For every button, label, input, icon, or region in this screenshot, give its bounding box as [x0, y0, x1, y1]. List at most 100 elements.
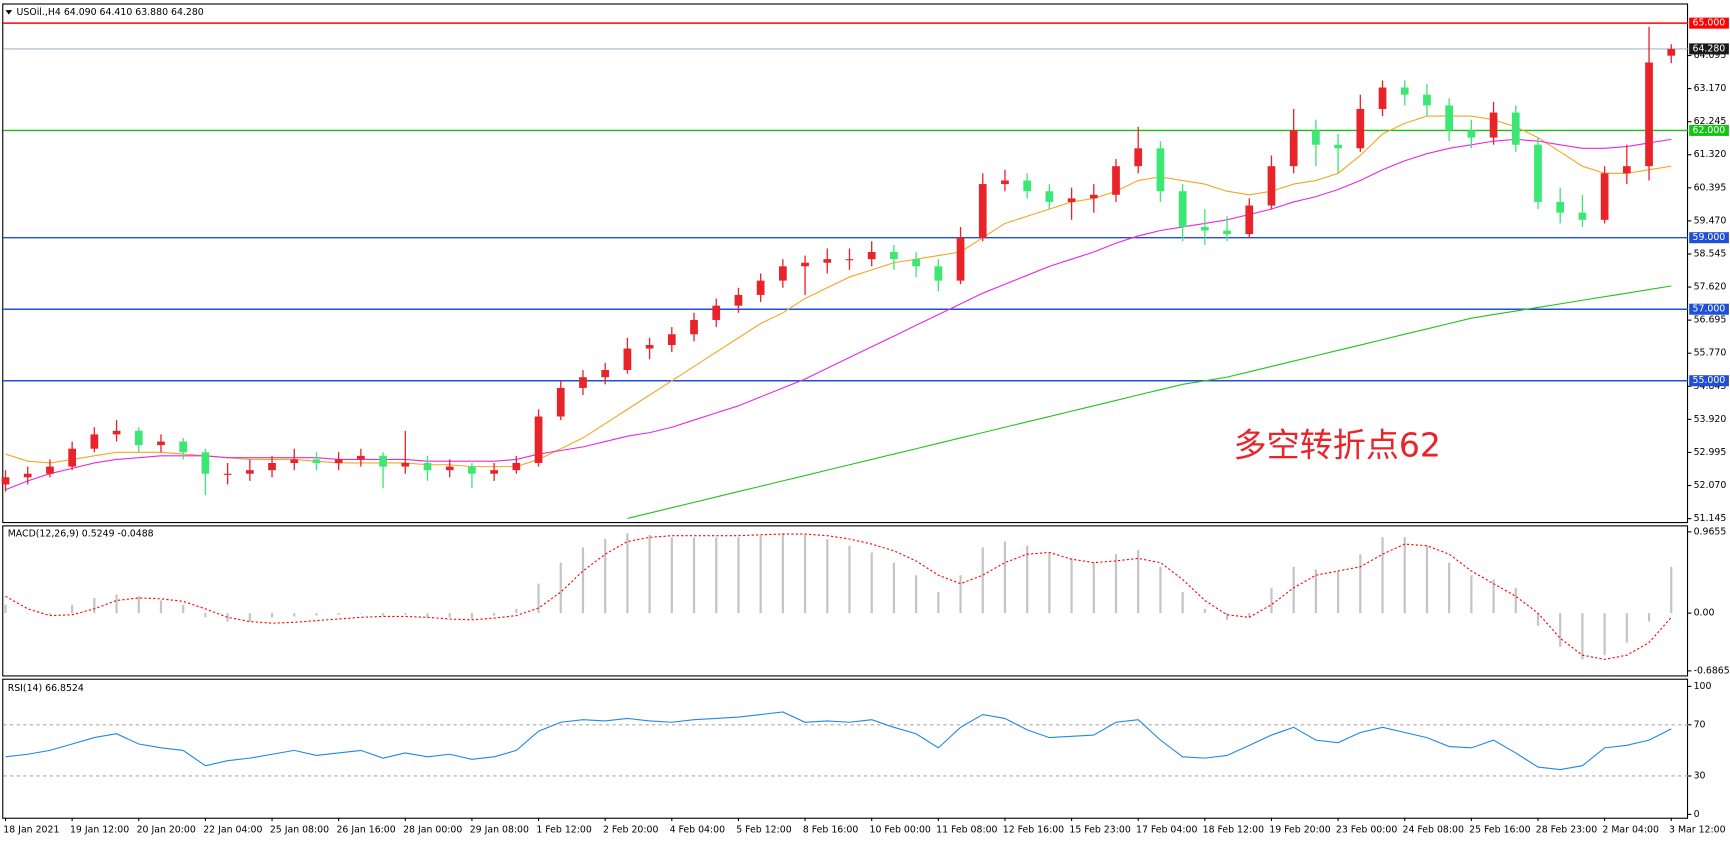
candle-body — [90, 434, 99, 449]
candle-body — [823, 259, 832, 263]
y-tick-label: 0 — [1694, 809, 1700, 820]
candle-body — [268, 463, 276, 471]
rsi-panel — [2, 678, 1689, 819]
candle-body — [690, 319, 698, 335]
candle-body — [1556, 201, 1565, 213]
indicator-line — [5, 711, 1672, 771]
candle-body — [1289, 130, 1298, 167]
macd-bar — [1181, 592, 1184, 614]
x-tick-label: 25 Jan 08:00 — [270, 824, 329, 835]
macd-bar — [715, 537, 718, 614]
y-tick-label: 57.620 — [1694, 282, 1727, 293]
x-tick-label: 18 Jan 2021 — [3, 824, 59, 835]
x-tick-label: 4 Feb 04:00 — [670, 824, 725, 835]
macd-bar — [1092, 562, 1095, 614]
macd-bar — [1425, 545, 1429, 614]
macd-bar — [1647, 613, 1651, 622]
macd-bar — [159, 600, 163, 614]
x-tick-label: 19 Feb 20:00 — [1269, 824, 1330, 835]
candle-body — [1156, 148, 1165, 192]
candle-body — [1001, 180, 1009, 185]
macd-bar — [937, 592, 940, 614]
candle-body — [68, 448, 77, 467]
candle-body — [290, 459, 299, 464]
y-tick-label: 70 — [1694, 719, 1706, 730]
y-tick-label: 54.845 — [1694, 381, 1727, 392]
candle-body — [778, 266, 787, 281]
level-label-box — [1689, 232, 1729, 244]
y-tick-label: 0.9655 — [1694, 526, 1727, 537]
macd-bar — [337, 613, 340, 615]
macd-bar — [1248, 613, 1251, 618]
macd-bar — [604, 539, 607, 614]
level-label-box — [1689, 17, 1729, 29]
candle-body — [845, 259, 854, 261]
candle-body — [112, 430, 121, 435]
candle-body — [1423, 94, 1431, 106]
macd-bar — [1114, 554, 1118, 614]
candle-body — [623, 348, 632, 371]
x-tick-label: 22 Jan 04:00 — [203, 824, 262, 835]
macd-bar — [1359, 554, 1362, 614]
candle-body — [201, 452, 210, 474]
macd-bar — [848, 545, 851, 614]
macd-bar — [1203, 608, 1206, 614]
y-tick-label: 30 — [1694, 770, 1706, 781]
macd-bar — [248, 613, 251, 622]
x-tick-label: 28 Jan 00:00 — [403, 824, 462, 835]
candle-body — [1600, 173, 1609, 220]
candle-body — [867, 252, 876, 260]
candle-body — [1400, 87, 1409, 95]
candle-body — [1, 477, 10, 485]
x-tick-label: 5 Feb 12:00 — [736, 824, 791, 835]
candle-body — [1178, 191, 1187, 227]
macd-header: MACD(12,26,9) 0.5249 -0.0488 — [8, 529, 154, 540]
macd-bar — [803, 534, 807, 614]
macd-bar — [204, 613, 207, 618]
macd-bar — [1581, 613, 1584, 660]
macd-bar — [404, 613, 407, 615]
macd-bar — [581, 547, 585, 614]
candle-body — [401, 463, 410, 467]
candle-body — [1489, 112, 1498, 138]
x-tick-label: 15 Feb 23:00 — [1069, 824, 1130, 835]
macd-bar — [115, 594, 118, 614]
x-tick-label: 3 Mar 12:00 — [1669, 824, 1726, 835]
macd-bar — [1625, 613, 1628, 643]
x-tick-label: 19 Jan 12:00 — [70, 824, 129, 835]
macd-bar — [515, 608, 518, 614]
x-tick-label: 28 Feb 23:00 — [1536, 824, 1597, 835]
price-panel — [2, 3, 1689, 524]
candle-body — [712, 305, 721, 320]
y-tick-label: -0.6865 — [1694, 665, 1730, 676]
macd-bar — [1403, 537, 1406, 614]
level-label-box — [1689, 43, 1729, 55]
menu-triangle[interactable] — [5, 10, 13, 15]
macd-bar — [1314, 569, 1317, 614]
macd-bar — [1225, 613, 1229, 620]
y-tick-label: 64.095 — [1694, 50, 1727, 61]
x-tick-label: 18 Feb 12:00 — [1203, 824, 1264, 835]
macd-panel — [2, 525, 1689, 677]
macd-bar — [93, 597, 96, 614]
macd-bar — [1048, 552, 1051, 614]
candle-body — [1511, 112, 1520, 145]
candle-body — [490, 470, 498, 474]
x-tick-label: 2 Feb 20:00 — [603, 824, 658, 835]
y-tick-label: 52.995 — [1694, 447, 1727, 458]
macd-bar — [781, 533, 784, 614]
level-label: 59.000 — [1692, 232, 1725, 243]
macd-bar — [4, 604, 7, 614]
candle-body — [1023, 180, 1032, 192]
level-label: 55.000 — [1692, 375, 1725, 386]
macd-bar — [870, 552, 873, 614]
rsi-header: RSI(14) 66.8524 — [8, 683, 84, 694]
y-tick-label: 61.320 — [1694, 149, 1727, 160]
x-tick-label: 11 Feb 08:00 — [936, 824, 997, 835]
candle-body — [23, 473, 32, 478]
candle-body — [468, 466, 476, 474]
x-tick-label: 23 Feb 00:00 — [1336, 824, 1397, 835]
indicator-line — [5, 533, 1672, 660]
y-tick-label: 55.770 — [1694, 348, 1727, 359]
